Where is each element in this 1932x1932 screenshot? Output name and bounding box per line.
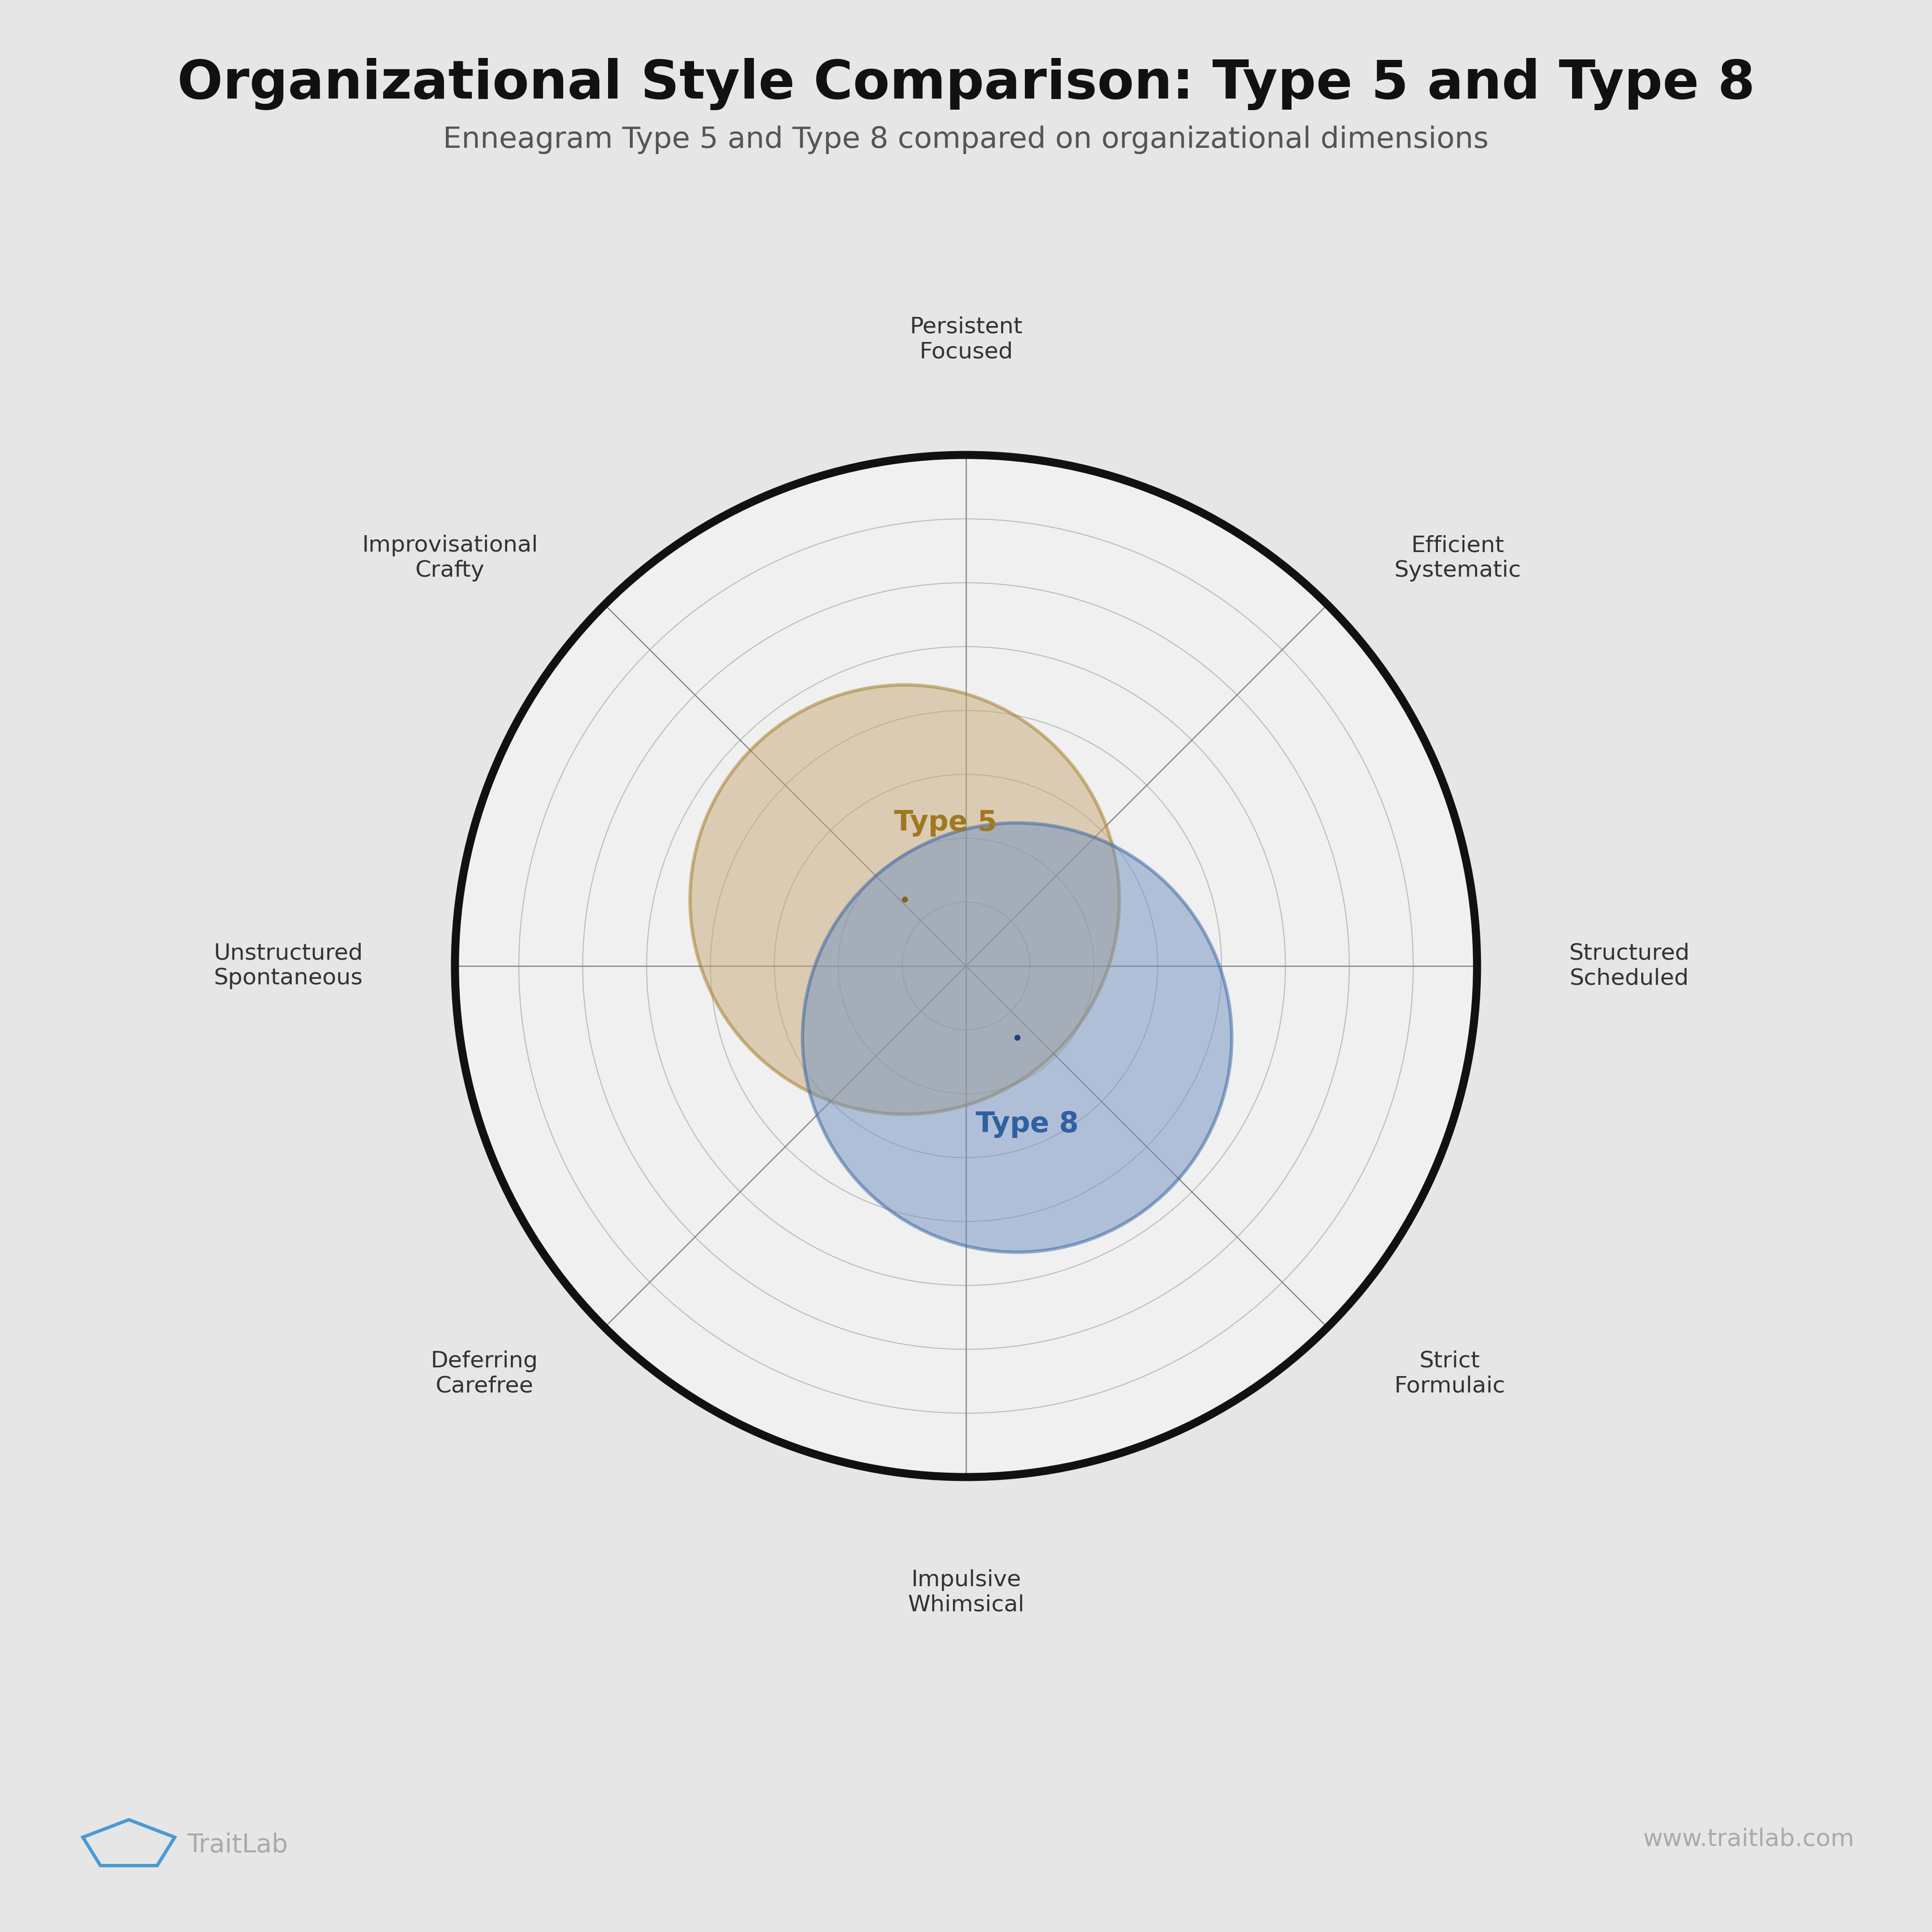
Text: Deferring
Carefree: Deferring Carefree <box>431 1350 537 1397</box>
Text: Organizational Style Comparison: Type 5 and Type 8: Organizational Style Comparison: Type 5 … <box>178 58 1754 110</box>
Text: www.traitlab.com: www.traitlab.com <box>1644 1828 1855 1851</box>
Text: Enneagram Type 5 and Type 8 compared on organizational dimensions: Enneagram Type 5 and Type 8 compared on … <box>442 126 1490 155</box>
Text: Improvisational
Crafty: Improvisational Crafty <box>361 535 537 582</box>
Circle shape <box>802 823 1233 1252</box>
Circle shape <box>690 686 1119 1115</box>
Text: Persistent
Focused: Persistent Focused <box>910 317 1022 363</box>
Text: Type 8: Type 8 <box>976 1111 1078 1138</box>
Circle shape <box>454 454 1478 1478</box>
Text: Structured
Scheduled: Structured Scheduled <box>1569 943 1690 989</box>
Text: Unstructured
Spontaneous: Unstructured Spontaneous <box>214 943 363 989</box>
Text: Impulsive
Whimsical: Impulsive Whimsical <box>908 1569 1024 1615</box>
Text: Strict
Formulaic: Strict Formulaic <box>1395 1350 1505 1397</box>
Text: TraitLab: TraitLab <box>187 1832 288 1859</box>
Text: Efficient
Systematic: Efficient Systematic <box>1395 535 1520 582</box>
Text: Type 5: Type 5 <box>895 810 997 837</box>
